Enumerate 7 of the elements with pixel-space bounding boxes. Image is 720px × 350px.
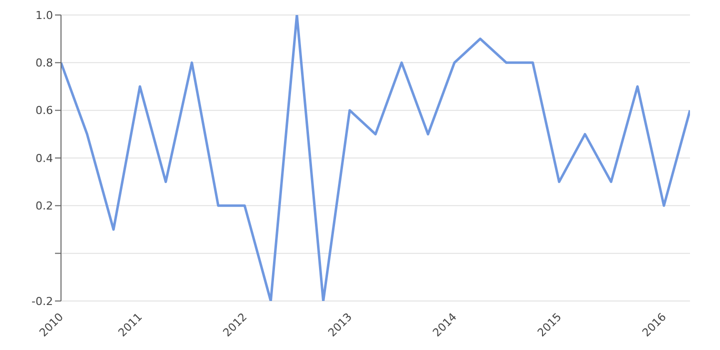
y-tick-label: 0.8: [36, 56, 53, 70]
line-series: [61, 15, 690, 301]
y-tick-label: 0.2: [36, 200, 53, 213]
y-tick-label: 0.6: [36, 104, 53, 118]
y-tick-label: 1.0: [36, 8, 53, 22]
y-tick-label: 0.4: [36, 152, 53, 165]
y-tick-label: -0.2: [32, 294, 53, 308]
